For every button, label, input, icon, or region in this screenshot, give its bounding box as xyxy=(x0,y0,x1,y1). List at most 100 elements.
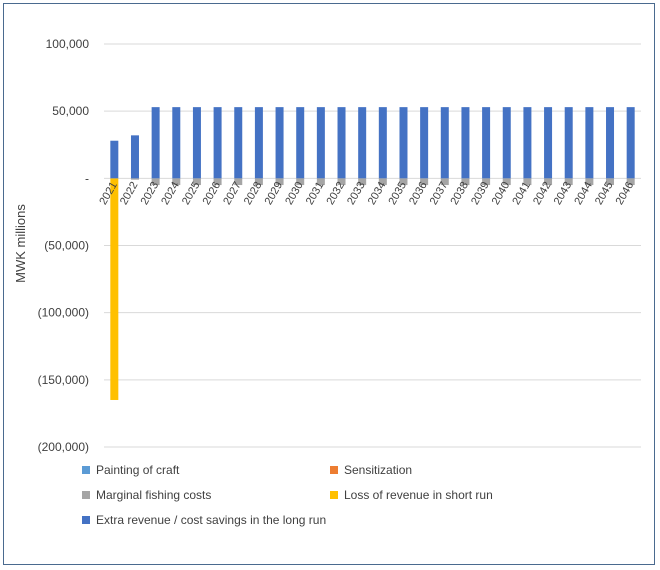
bar-marginal-fishing-costs xyxy=(337,178,346,186)
bar-extra-revenue-cost-savings-in-the-long-run xyxy=(172,107,181,179)
bar-marginal-fishing-costs xyxy=(213,178,222,186)
legend-label: Painting of craft xyxy=(96,463,180,477)
x-tick-label: 2042 xyxy=(531,180,554,207)
bar-marginal-fishing-costs xyxy=(461,178,470,186)
bar-marginal-fishing-costs xyxy=(316,178,325,186)
x-tick-label: 2036 xyxy=(407,180,430,207)
bar-extra-revenue-cost-savings-in-the-long-run xyxy=(358,107,367,179)
x-tick-label: 2025 xyxy=(180,180,203,207)
bar-marginal-fishing-costs xyxy=(192,178,201,186)
bar-marginal-fishing-costs xyxy=(564,178,573,186)
bar-marginal-fishing-costs xyxy=(151,178,160,186)
bar-marginal-fishing-costs xyxy=(254,178,263,186)
y-tick-label: (50,000) xyxy=(44,239,89,253)
bar-marginal-fishing-costs xyxy=(482,178,491,186)
bar-extra-revenue-cost-savings-in-the-long-run xyxy=(626,107,635,179)
x-tick-label: 2034 xyxy=(366,180,389,207)
legend-label: Loss of revenue in short run xyxy=(344,488,493,502)
chart-frame: 100,000 50,000 - (50,000) (100,000) (150,000)… xyxy=(3,3,655,565)
bar-extra-revenue-cost-savings-in-the-long-run xyxy=(606,107,615,179)
x-tick-label: 2045 xyxy=(593,180,616,207)
bar-extra-revenue-cost-savings-in-the-long-run xyxy=(151,107,160,179)
legend-item: Marginal fishing costs xyxy=(82,488,211,502)
y-axis-label: MWK millions xyxy=(13,204,28,283)
y-tick-label: (100,000) xyxy=(38,306,89,320)
legend-swatch xyxy=(82,491,90,499)
bar-marginal-fishing-costs xyxy=(296,178,305,186)
y-tick-label: 50,000 xyxy=(52,104,89,118)
legend-item: Painting of craft xyxy=(82,463,179,477)
bar-extra-revenue-cost-savings-in-the-long-run xyxy=(130,135,139,179)
bar-extra-revenue-cost-savings-in-the-long-run xyxy=(440,107,449,179)
y-tick-label: (150,000) xyxy=(38,373,89,387)
bar-extra-revenue-cost-savings-in-the-long-run xyxy=(337,107,346,179)
bar-loss-of-revenue-in-short-run xyxy=(110,178,119,400)
x-tick-label: 2030 xyxy=(283,180,306,207)
bar-extra-revenue-cost-savings-in-the-long-run xyxy=(564,107,573,179)
bar-extra-revenue-cost-savings-in-the-long-run xyxy=(296,107,305,179)
bar-marginal-fishing-costs xyxy=(275,178,284,186)
bar-extra-revenue-cost-savings-in-the-long-run xyxy=(502,107,511,179)
bar-marginal-fishing-costs xyxy=(234,178,243,186)
x-tick-label: 2037 xyxy=(428,180,451,207)
bar-marginal-fishing-costs xyxy=(626,178,635,186)
x-tick-label: 2024 xyxy=(159,180,182,207)
legend-swatch xyxy=(330,491,338,499)
bar-extra-revenue-cost-savings-in-the-long-run xyxy=(192,107,201,179)
bar-marginal-fishing-costs xyxy=(420,178,429,186)
bar-extra-revenue-cost-savings-in-the-long-run xyxy=(254,107,263,179)
bar-extra-revenue-cost-savings-in-the-long-run xyxy=(482,107,491,179)
x-tick-label: 2023 xyxy=(139,180,162,207)
bar-extra-revenue-cost-savings-in-the-long-run xyxy=(523,107,532,179)
bar-extra-revenue-cost-savings-in-the-long-run xyxy=(461,107,470,179)
bar-extra-revenue-cost-savings-in-the-long-run xyxy=(420,107,429,179)
bar-marginal-fishing-costs xyxy=(440,178,449,186)
bar-extra-revenue-cost-savings-in-the-long-run xyxy=(213,107,222,179)
bar-extra-revenue-cost-savings-in-the-long-run xyxy=(275,107,284,179)
x-tick-label: 2044 xyxy=(572,180,595,207)
legend-swatch xyxy=(330,466,338,474)
bar-marginal-fishing-costs xyxy=(399,178,408,186)
x-tick-label: 2040 xyxy=(490,180,513,207)
stacked-bar-chart: 100,000 50,000 - (50,000) (100,000) (150,000)… xyxy=(13,37,641,454)
y-tick-label: - xyxy=(85,171,89,185)
legend-label: Extra revenue / cost savings in the long… xyxy=(96,513,327,527)
x-tick-label: 2028 xyxy=(242,180,265,207)
y-tick-label: 100,000 xyxy=(46,37,90,51)
legend-swatch xyxy=(82,466,90,474)
bar-marginal-fishing-costs xyxy=(172,178,181,186)
x-tick-label: 2032 xyxy=(324,180,347,207)
legend-item: Sensitization xyxy=(330,463,412,477)
bar-marginal-fishing-costs xyxy=(523,178,532,186)
x-tick-label: 2038 xyxy=(448,180,471,207)
bar-marginal-fishing-costs xyxy=(358,178,367,186)
x-tick-label: 2046 xyxy=(614,180,637,207)
x-tick-label: 2043 xyxy=(552,180,575,207)
bar-extra-revenue-cost-savings-in-the-long-run xyxy=(316,107,325,179)
bar-extra-revenue-cost-savings-in-the-long-run xyxy=(234,107,243,179)
bar-marginal-fishing-costs xyxy=(585,178,594,186)
x-tick-label: 2041 xyxy=(510,180,533,207)
bar-extra-revenue-cost-savings-in-the-long-run xyxy=(399,107,408,179)
legend-item: Extra revenue / cost savings in the long… xyxy=(82,513,326,527)
bar-marginal-fishing-costs xyxy=(502,178,511,186)
bar-marginal-fishing-costs xyxy=(544,178,553,186)
legend-label: Sensitization xyxy=(344,463,413,477)
x-tick-label: 2029 xyxy=(263,180,286,207)
x-tick-label: 2035 xyxy=(386,180,409,207)
x-tick-label: 2039 xyxy=(469,180,492,207)
x-tick-label: 2022 xyxy=(118,180,141,207)
x-tick-label: 2031 xyxy=(304,180,327,207)
x-tick-label: 2026 xyxy=(201,180,224,207)
legend-label: Marginal fishing costs xyxy=(96,488,212,502)
x-tick-label: 2033 xyxy=(345,180,368,207)
bar-marginal-fishing-costs xyxy=(378,178,387,186)
bar-marginal-fishing-costs xyxy=(606,178,615,186)
bar-extra-revenue-cost-savings-in-the-long-run xyxy=(585,107,594,179)
bar-extra-revenue-cost-savings-in-the-long-run xyxy=(378,107,387,179)
legend-item: Loss of revenue in short run xyxy=(330,488,493,502)
bar-extra-revenue-cost-savings-in-the-long-run xyxy=(544,107,553,179)
bar-marginal-fishing-costs xyxy=(130,178,139,180)
legend-swatch xyxy=(82,516,90,524)
bar-extra-revenue-cost-savings-in-the-long-run xyxy=(110,140,119,179)
